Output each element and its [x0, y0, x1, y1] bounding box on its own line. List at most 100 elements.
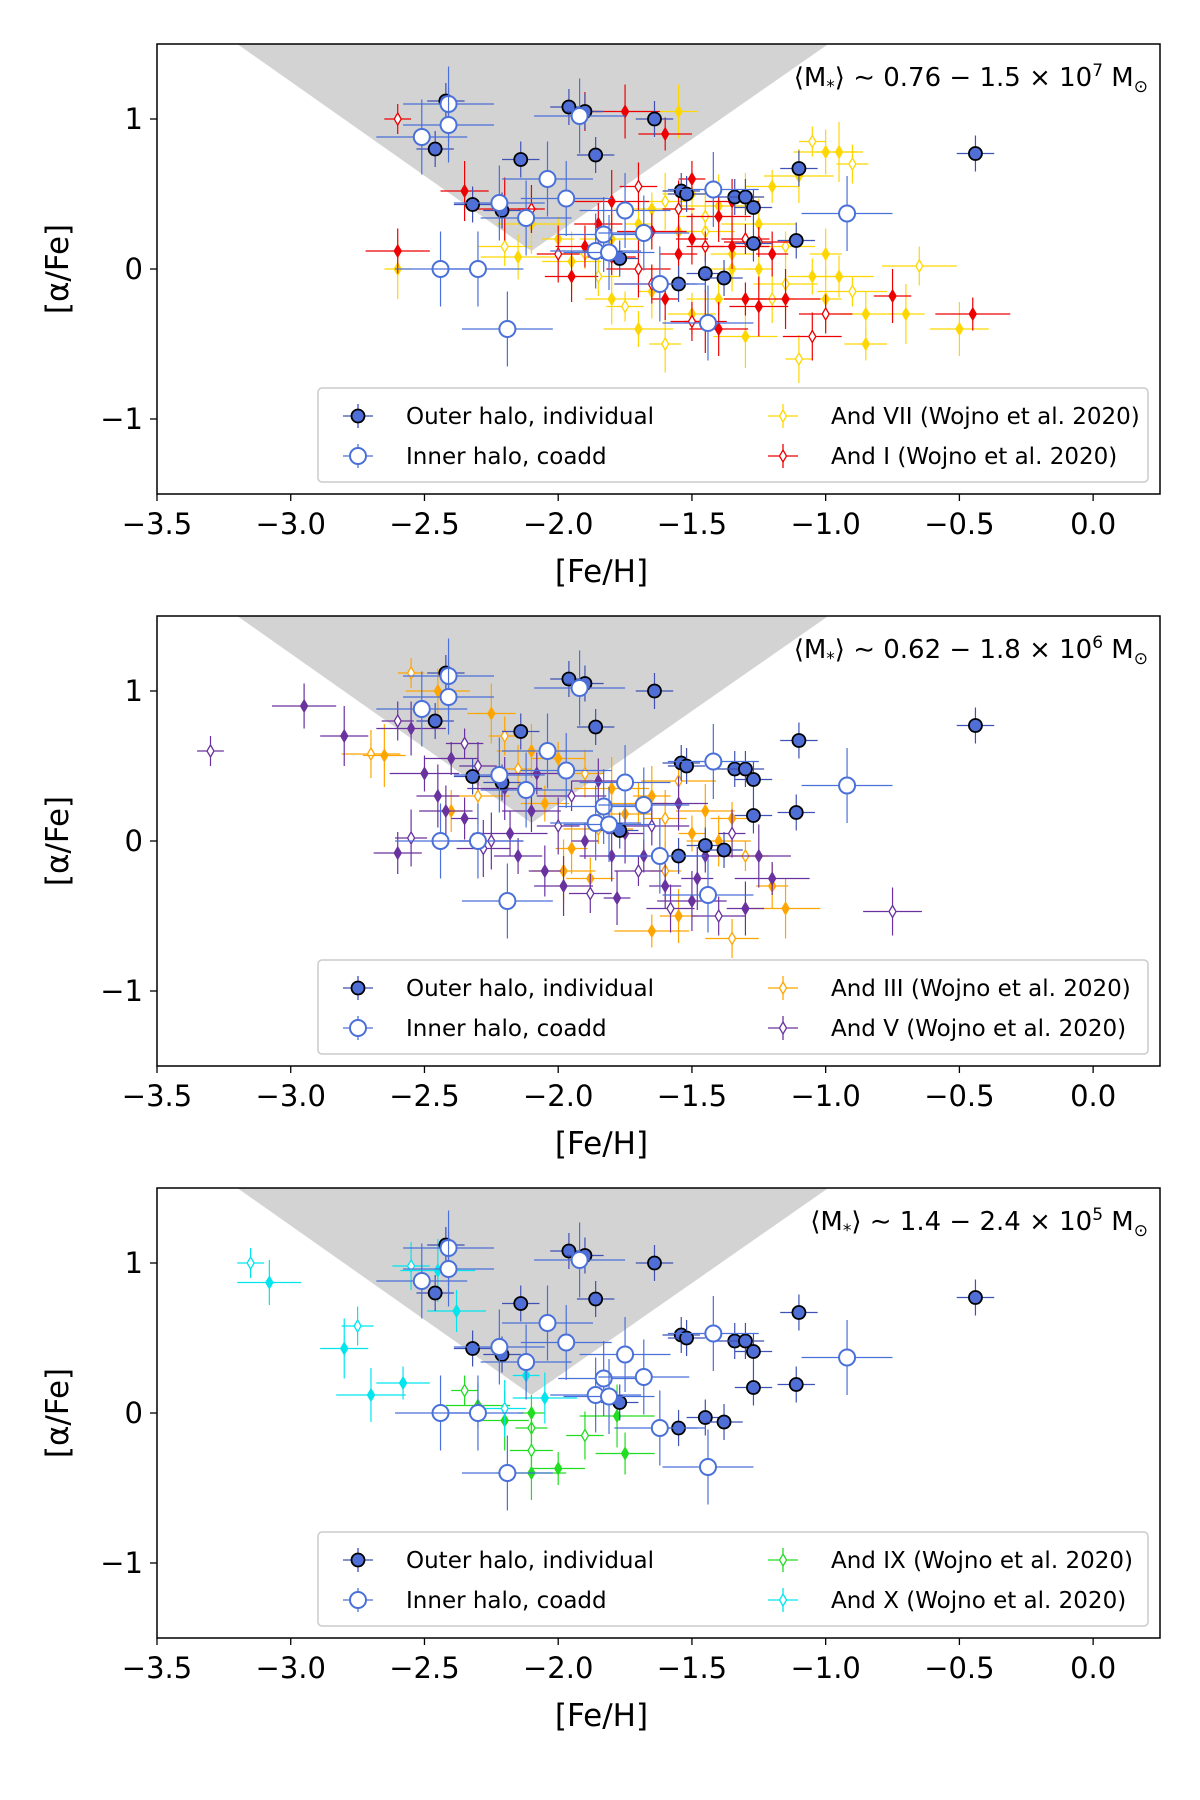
marker	[634, 796, 653, 814]
data-point	[451, 1375, 478, 1406]
marker	[955, 321, 964, 337]
data-point	[453, 186, 492, 223]
data-point	[320, 706, 369, 766]
legend-entry: And VII (Wojno et al. 2020)	[768, 404, 1140, 430]
data-point	[534, 856, 593, 916]
x-tick-label: −3.5	[122, 1651, 192, 1685]
data-point	[534, 650, 626, 726]
marker	[848, 156, 857, 172]
data-point	[566, 1411, 604, 1460]
data-point	[381, 701, 414, 741]
marker	[666, 901, 675, 916]
data-point	[814, 122, 864, 182]
y-tick-label: −1	[100, 974, 143, 1008]
marker	[727, 239, 737, 254]
data-point	[686, 191, 751, 242]
marker	[366, 1387, 376, 1403]
marker	[620, 1446, 630, 1461]
marker	[557, 761, 576, 780]
marker	[660, 811, 670, 826]
data-point	[881, 246, 957, 286]
annotation-part: ⟨M	[794, 63, 827, 93]
marker	[754, 848, 764, 864]
marker	[634, 179, 643, 194]
marker	[600, 1387, 619, 1406]
x-tick-label: −2.0	[523, 1079, 593, 1113]
annotation-part: ⟩ ∼ 0.76 − 1.5 × 10	[835, 63, 1092, 93]
data-point	[780, 1294, 818, 1331]
data-point	[461, 863, 553, 939]
data-point	[643, 173, 687, 230]
data-point	[935, 297, 1011, 331]
marker	[490, 1338, 509, 1356]
data-point	[804, 255, 874, 298]
marker	[406, 830, 416, 846]
data-point	[756, 231, 789, 277]
marker	[559, 878, 568, 894]
data-point	[445, 728, 484, 759]
data-point	[887, 284, 925, 344]
legend-entry: Inner halo, coadd	[343, 1016, 607, 1042]
data-point	[504, 745, 532, 793]
marker	[600, 243, 619, 262]
legend-label: Inner halo, coadd	[406, 1016, 607, 1042]
x-tick-label: −1.0	[790, 1079, 860, 1113]
data-point	[576, 137, 615, 173]
data-point	[734, 1333, 773, 1370]
marker	[746, 236, 761, 251]
data-point	[659, 84, 698, 139]
marker	[968, 146, 983, 161]
marker	[660, 878, 670, 894]
marker	[634, 261, 643, 277]
legend-marker	[778, 1020, 788, 1036]
data-point	[576, 709, 615, 745]
data-point	[520, 1305, 612, 1380]
data-point	[777, 1366, 815, 1403]
marker	[704, 1324, 723, 1343]
marker	[468, 260, 487, 278]
marker	[674, 104, 683, 119]
marker	[439, 116, 458, 134]
data-point	[705, 260, 743, 296]
marker	[650, 847, 669, 865]
marker	[727, 931, 737, 946]
data-point	[571, 823, 599, 859]
marker	[427, 1285, 443, 1301]
x-tick-label: −3.0	[256, 1651, 326, 1685]
data-point	[376, 1243, 468, 1319]
marker	[741, 291, 750, 307]
legend-marker	[350, 408, 366, 424]
marker	[697, 1410, 713, 1425]
marker	[366, 746, 376, 762]
data-point	[483, 1380, 527, 1437]
annotation-part: ⟩ ∼ 0.62 − 1.8 × 10	[835, 635, 1092, 665]
data-point	[721, 224, 770, 254]
data-point	[649, 776, 708, 831]
marker	[781, 901, 790, 916]
legend-entry: Outer halo, individual	[343, 404, 654, 430]
data-point	[956, 1279, 995, 1316]
legend-entry: And IX (Wojno et al. 2020)	[768, 1548, 1133, 1574]
marker	[716, 270, 732, 286]
legend-marker	[350, 980, 366, 996]
marker	[634, 1368, 653, 1386]
marker	[647, 201, 657, 217]
x-tick-label: −1.5	[657, 507, 727, 541]
marker	[746, 1344, 761, 1359]
data-point	[662, 285, 754, 361]
data-point	[416, 764, 460, 828]
x-tick-label: 0.0	[1070, 1079, 1116, 1113]
legend-label: And I (Wojno et al. 2020)	[831, 444, 1117, 470]
data-point	[598, 1339, 690, 1415]
data-point	[726, 881, 765, 936]
marker	[473, 788, 483, 804]
legend-marker	[349, 1591, 367, 1609]
data-point	[419, 785, 473, 837]
marker	[746, 772, 761, 787]
marker	[687, 826, 697, 841]
data-point	[520, 161, 612, 236]
marker	[704, 752, 723, 771]
series-and-ix	[445, 1375, 655, 1500]
marker	[553, 246, 563, 262]
data-point	[237, 1260, 302, 1305]
